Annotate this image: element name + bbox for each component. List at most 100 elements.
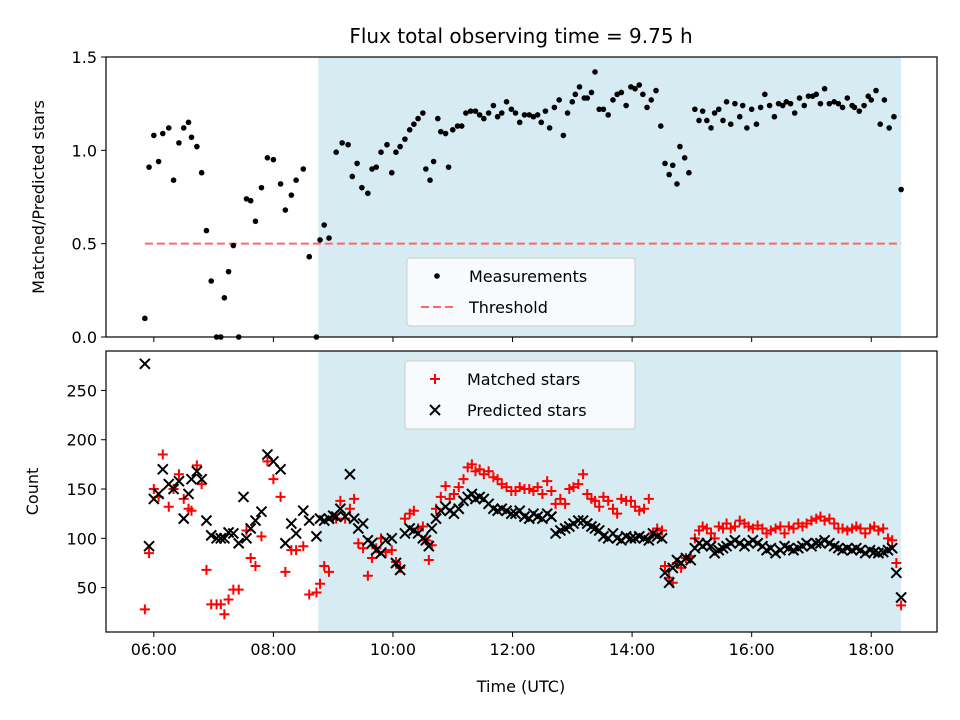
- ratio-point: [442, 130, 449, 137]
- count-point: [873, 525, 884, 536]
- ratio-point: [757, 104, 764, 111]
- ratio-point: [146, 164, 152, 170]
- ratio-point: [898, 186, 904, 193]
- count-point: [806, 515, 817, 526]
- ratio-point: [230, 242, 237, 249]
- ratio-point: [243, 196, 250, 202]
- ratio-point: [715, 106, 722, 113]
- ratio-legend-label: Measurements: [469, 267, 587, 286]
- count-point: [855, 523, 866, 534]
- ratio-point: [203, 227, 210, 234]
- ratio-point: [420, 110, 426, 116]
- ratio-point: [762, 91, 768, 98]
- count-point: [684, 554, 697, 566]
- ratio-point: [753, 121, 760, 127]
- ratio-point: [732, 100, 738, 107]
- count-point: [612, 508, 623, 519]
- ratio-point: [225, 268, 232, 275]
- ratio-point: [333, 149, 339, 155]
- count-point: [152, 488, 165, 500]
- count-point: [783, 521, 794, 532]
- count-point: [887, 535, 898, 546]
- ratio-series-measurements: [142, 69, 904, 340]
- ratio-point: [317, 237, 323, 243]
- count-point: [357, 517, 369, 530]
- x-axis-label: Time (UTC): [476, 677, 565, 696]
- ratio-point: [467, 108, 474, 114]
- ratio-point: [508, 106, 515, 113]
- ratio-point: [648, 97, 655, 103]
- count-point: [578, 469, 589, 480]
- count-point: [205, 529, 217, 542]
- count-point: [453, 503, 465, 515]
- count-point: [775, 521, 786, 532]
- count-point: [219, 609, 230, 620]
- ratio-point: [699, 108, 706, 114]
- ratio-point: [775, 100, 782, 107]
- ratio-point: [564, 110, 571, 116]
- ratio-point: [596, 106, 603, 113]
- count-point: [348, 512, 360, 525]
- ratio-point: [744, 125, 750, 131]
- ratio-point: [339, 140, 345, 146]
- count-point: [335, 495, 346, 506]
- ratio-point: [723, 99, 730, 105]
- count-point: [280, 566, 291, 577]
- ratio-point: [653, 87, 659, 94]
- count-point: [185, 473, 198, 485]
- ratio-point: [359, 184, 365, 191]
- ratio-point: [592, 69, 598, 75]
- x-tick-label: 12:00: [489, 640, 535, 659]
- count-point: [705, 540, 717, 552]
- ratio-point: [198, 169, 205, 176]
- ratio-point: [282, 207, 289, 213]
- ratio-point: [165, 125, 172, 131]
- count-point: [386, 545, 397, 556]
- ratio-point: [669, 162, 676, 169]
- count-point: [186, 505, 197, 516]
- ratio-point: [560, 132, 567, 139]
- count-point: [268, 474, 279, 485]
- ratio-point: [526, 112, 533, 118]
- ratio-point: [437, 128, 444, 135]
- ratio-point: [839, 104, 846, 111]
- ratio-point: [891, 113, 897, 120]
- count-y-tick-label: 200: [66, 431, 97, 450]
- count-point: [729, 521, 740, 532]
- count-point: [824, 513, 835, 524]
- count-point: [420, 534, 432, 547]
- ratio-point: [264, 155, 271, 161]
- ratio-point: [449, 127, 456, 133]
- count-point: [667, 562, 679, 574]
- count-y-tick-label: 250: [66, 381, 97, 400]
- ratio-point: [821, 85, 828, 92]
- ratio-point: [657, 123, 664, 129]
- ratio-legend-swatch: [434, 273, 440, 279]
- ratio-point: [498, 110, 505, 116]
- count-point: [514, 482, 525, 493]
- ratio-point: [306, 253, 313, 260]
- count-point: [250, 560, 261, 571]
- count-point: [895, 591, 907, 604]
- count-point: [311, 587, 322, 598]
- count-point: [448, 488, 459, 499]
- ratio-point: [277, 181, 284, 187]
- count-point: [349, 493, 360, 504]
- ratio-point: [423, 166, 429, 172]
- ratio-point: [293, 177, 299, 183]
- count-point: [191, 465, 203, 477]
- ratio-point: [696, 117, 702, 124]
- count-legend-swatch: [429, 404, 441, 416]
- ratio-point: [430, 158, 437, 165]
- ratio-point: [373, 164, 380, 170]
- ratio-point: [796, 95, 803, 101]
- count-point: [659, 560, 670, 571]
- ratio-point: [481, 115, 487, 122]
- count-point: [860, 528, 871, 539]
- x-tick-label: 16:00: [729, 640, 775, 659]
- ratio-point: [530, 113, 537, 120]
- count-point: [423, 540, 435, 552]
- ratio-y-tick-label: 0.5: [72, 235, 97, 254]
- count-point: [430, 512, 442, 525]
- count-point: [227, 527, 240, 540]
